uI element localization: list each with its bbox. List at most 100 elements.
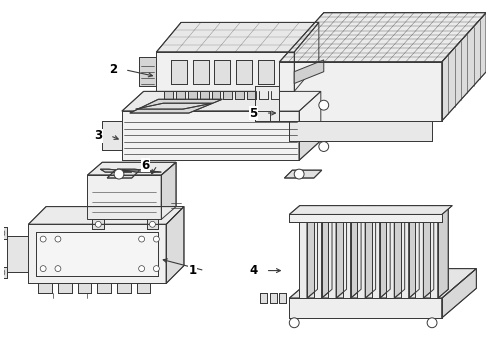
Circle shape <box>319 141 329 152</box>
Polygon shape <box>321 206 332 298</box>
Polygon shape <box>328 206 346 215</box>
Circle shape <box>114 169 124 179</box>
Polygon shape <box>215 60 230 84</box>
Polygon shape <box>289 215 442 222</box>
Polygon shape <box>307 206 318 298</box>
Polygon shape <box>357 206 376 215</box>
Polygon shape <box>93 219 104 229</box>
Polygon shape <box>117 283 131 293</box>
Polygon shape <box>270 293 276 303</box>
Polygon shape <box>279 62 442 121</box>
Polygon shape <box>28 207 184 224</box>
Polygon shape <box>88 175 161 219</box>
Circle shape <box>0 229 5 237</box>
Polygon shape <box>161 162 176 219</box>
Polygon shape <box>130 99 222 113</box>
Polygon shape <box>212 91 220 99</box>
Polygon shape <box>107 170 140 178</box>
Polygon shape <box>430 206 448 215</box>
Circle shape <box>40 266 46 271</box>
Circle shape <box>0 269 5 276</box>
Polygon shape <box>259 91 268 99</box>
Circle shape <box>40 236 46 242</box>
Polygon shape <box>442 13 486 121</box>
Circle shape <box>149 221 155 227</box>
Polygon shape <box>336 206 346 298</box>
Polygon shape <box>77 283 92 293</box>
Text: 1: 1 <box>189 264 197 277</box>
Polygon shape <box>314 215 321 298</box>
Polygon shape <box>235 91 244 99</box>
Polygon shape <box>36 232 158 275</box>
Polygon shape <box>188 91 197 99</box>
Polygon shape <box>299 215 307 298</box>
Text: 2: 2 <box>109 63 117 76</box>
Polygon shape <box>442 269 476 318</box>
Polygon shape <box>38 283 52 293</box>
Polygon shape <box>156 22 319 52</box>
Circle shape <box>139 266 145 271</box>
Polygon shape <box>270 91 279 99</box>
Polygon shape <box>102 121 122 150</box>
Polygon shape <box>136 103 213 109</box>
Polygon shape <box>409 206 419 298</box>
Polygon shape <box>171 60 187 84</box>
Circle shape <box>139 236 145 242</box>
Text: 3: 3 <box>94 129 102 142</box>
Polygon shape <box>260 293 267 303</box>
Text: 4: 4 <box>249 264 258 277</box>
Polygon shape <box>279 13 486 62</box>
Polygon shape <box>0 267 7 278</box>
Polygon shape <box>7 236 28 271</box>
Polygon shape <box>0 227 7 239</box>
Polygon shape <box>28 224 166 283</box>
Polygon shape <box>372 215 380 298</box>
Polygon shape <box>357 215 365 298</box>
Polygon shape <box>122 91 321 111</box>
Polygon shape <box>164 91 173 99</box>
Polygon shape <box>289 269 476 298</box>
Text: 6: 6 <box>141 159 149 172</box>
Circle shape <box>319 100 329 110</box>
Polygon shape <box>156 52 294 91</box>
Polygon shape <box>100 169 132 172</box>
Polygon shape <box>328 215 336 298</box>
Circle shape <box>427 318 437 328</box>
Polygon shape <box>88 162 176 175</box>
Polygon shape <box>365 206 376 298</box>
Polygon shape <box>284 170 322 178</box>
Polygon shape <box>258 60 273 84</box>
Polygon shape <box>294 22 319 91</box>
Polygon shape <box>122 111 299 160</box>
Polygon shape <box>343 206 361 215</box>
Polygon shape <box>438 206 448 298</box>
Polygon shape <box>137 283 150 293</box>
Polygon shape <box>423 206 434 298</box>
Circle shape <box>294 169 304 179</box>
Polygon shape <box>386 215 394 298</box>
Polygon shape <box>98 283 111 293</box>
Circle shape <box>96 221 101 227</box>
Circle shape <box>55 236 61 242</box>
Polygon shape <box>236 60 252 84</box>
Polygon shape <box>255 86 279 121</box>
Polygon shape <box>200 91 209 99</box>
Circle shape <box>153 266 159 271</box>
Polygon shape <box>314 206 332 215</box>
Polygon shape <box>401 215 409 298</box>
Polygon shape <box>299 91 321 160</box>
Polygon shape <box>416 206 434 215</box>
Polygon shape <box>117 169 161 172</box>
Polygon shape <box>294 60 324 84</box>
Text: 5: 5 <box>249 107 258 120</box>
Circle shape <box>153 236 159 242</box>
Polygon shape <box>176 91 185 99</box>
Polygon shape <box>351 206 361 298</box>
Polygon shape <box>147 219 158 229</box>
Polygon shape <box>247 91 256 99</box>
Polygon shape <box>380 206 390 298</box>
Polygon shape <box>343 215 351 298</box>
Polygon shape <box>394 206 405 298</box>
Polygon shape <box>299 206 318 215</box>
Polygon shape <box>139 57 156 86</box>
